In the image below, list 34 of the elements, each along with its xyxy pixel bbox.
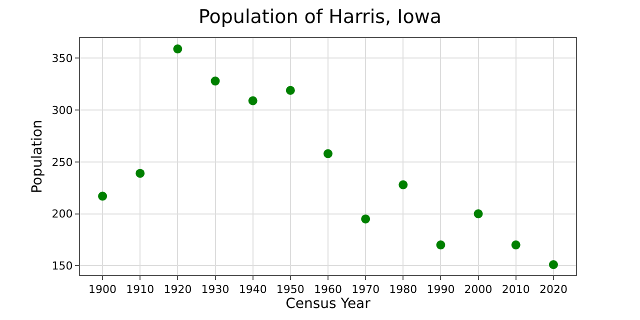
point [361, 214, 370, 224]
point [324, 149, 332, 158]
y-axis-title: Population [29, 120, 46, 194]
point [436, 240, 446, 250]
point [548, 260, 558, 270]
x-tick-label: 1980 [389, 283, 418, 296]
x-tick-label: 2010 [502, 283, 530, 296]
point [248, 96, 258, 106]
x-axis-title: Census Year [286, 296, 371, 312]
x-tick-label: 1960 [314, 283, 342, 296]
point [511, 240, 520, 250]
x-tick-label: 1990 [426, 283, 455, 296]
y-tick-label: 200 [52, 208, 73, 221]
y-tick-label: 300 [52, 104, 73, 117]
point [98, 192, 108, 201]
x-tick-label: 1970 [352, 283, 380, 296]
x-tick-label: 1930 [201, 283, 230, 296]
x-tick-label: 1920 [164, 283, 192, 296]
x-tick-label: 1940 [238, 283, 267, 296]
x-tick-label: 1950 [276, 283, 304, 296]
x-tick-label: 2000 [464, 283, 492, 296]
x-tick-label: 2020 [539, 283, 568, 296]
x-tick-label: 1900 [88, 283, 117, 296]
x-tick-label: 1910 [126, 283, 154, 296]
point [136, 168, 145, 178]
y-tick-label: 250 [52, 156, 73, 169]
point [210, 76, 220, 86]
point [286, 86, 295, 95]
y-tick-label: 350 [52, 52, 73, 66]
point [398, 180, 408, 190]
point [474, 209, 483, 218]
y-tick-label: 150 [52, 260, 73, 273]
point [173, 44, 182, 54]
chart-title: Population of Harris, Iowa [198, 6, 442, 28]
